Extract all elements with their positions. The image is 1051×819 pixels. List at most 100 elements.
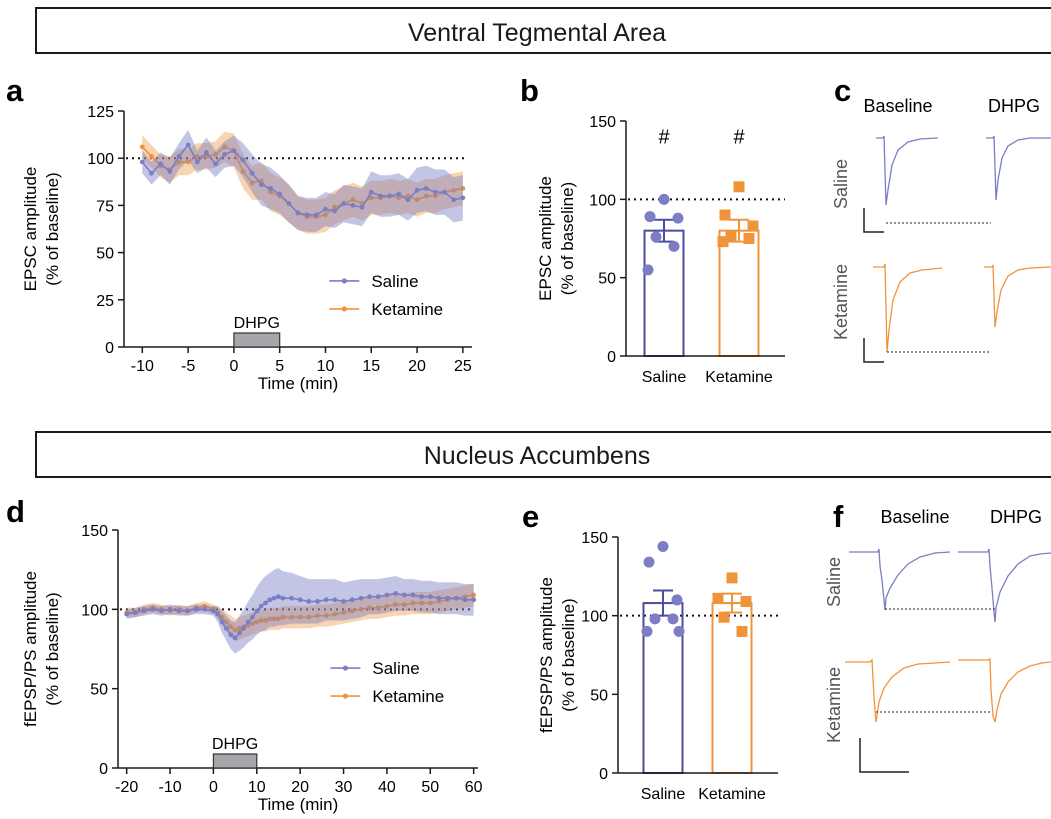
data-point-saline bbox=[167, 606, 173, 612]
data-point-saline bbox=[150, 606, 156, 612]
data-point-saline bbox=[350, 203, 356, 208]
section-title-nac: Nucleus Accumbens bbox=[424, 442, 651, 470]
data-point-ketamine bbox=[268, 189, 273, 195]
data-point-ketamine bbox=[341, 610, 346, 615]
x-tick-label: 0 bbox=[209, 779, 218, 796]
data-point-ketamine bbox=[419, 600, 425, 606]
panel-letter-a: a bbox=[6, 73, 24, 108]
trace-f-ketamine-row-label: Ketamine bbox=[824, 667, 844, 743]
data-point-saline bbox=[204, 150, 209, 155]
data-point-ketamine bbox=[332, 204, 338, 210]
data-point-saline bbox=[280, 595, 286, 601]
data-point-ketamine bbox=[263, 618, 268, 623]
data-point-saline bbox=[349, 597, 355, 603]
x-tick-label: 10 bbox=[248, 779, 266, 796]
data-point-saline bbox=[442, 189, 447, 195]
x-tick-label: 0 bbox=[229, 358, 238, 375]
data-point-saline bbox=[323, 206, 328, 212]
data-point-ketamine bbox=[725, 231, 737, 243]
data-point-saline bbox=[427, 594, 433, 600]
data-point-saline bbox=[215, 611, 221, 617]
x-tick-label: 20 bbox=[408, 358, 426, 375]
data-point-saline bbox=[432, 189, 438, 195]
data-point-ketamine bbox=[271, 616, 277, 622]
data-point-saline bbox=[176, 153, 182, 159]
legend-label-ketamine: Ketamine bbox=[372, 687, 444, 706]
y-tick-label: 100 bbox=[589, 192, 616, 209]
data-point-saline bbox=[268, 186, 273, 191]
y-tick-label: 50 bbox=[590, 687, 608, 704]
data-point-saline bbox=[423, 186, 429, 191]
trace-c-baseline-label: Baseline bbox=[863, 96, 932, 116]
data-point-ketamine bbox=[258, 618, 264, 623]
section-header-vta-box bbox=[35, 7, 1051, 54]
data-point-saline bbox=[276, 594, 281, 600]
data-point-saline bbox=[332, 208, 338, 214]
data-point-ketamine bbox=[350, 197, 356, 203]
data-point-saline bbox=[401, 592, 407, 598]
error-band-saline bbox=[126, 568, 474, 654]
trace-c-ketamine-row-label: Ketamine bbox=[831, 264, 851, 340]
data-point-saline bbox=[671, 594, 683, 606]
data-point-saline bbox=[149, 170, 154, 176]
data-point-ketamine bbox=[323, 212, 328, 218]
data-point-ketamine bbox=[194, 153, 200, 159]
data-point-ketamine bbox=[323, 613, 329, 619]
significance-marker-saline: # bbox=[658, 127, 670, 149]
panel-letter-f: f bbox=[833, 499, 844, 534]
data-point-saline bbox=[249, 170, 255, 176]
data-point-saline bbox=[341, 201, 347, 206]
y-axis-title: fEPSP/PS amplitude bbox=[21, 571, 40, 727]
data-point-ketamine bbox=[743, 233, 755, 244]
data-point-saline bbox=[359, 204, 365, 210]
x-category-label-saline: Saline bbox=[641, 786, 686, 803]
data-point-saline bbox=[387, 193, 392, 199]
legend-marker-ketamine bbox=[342, 693, 348, 699]
data-point-ketamine bbox=[237, 625, 242, 631]
data-point-saline bbox=[158, 161, 164, 167]
data-point-saline bbox=[297, 597, 303, 603]
trace-f-saline-baseline bbox=[849, 548, 951, 611]
data-point-saline bbox=[436, 595, 442, 601]
data-point-saline bbox=[445, 595, 451, 601]
trace-c-saline-scalebar bbox=[863, 208, 884, 233]
data-point-ketamine bbox=[368, 195, 374, 201]
x-tick-label: 50 bbox=[421, 779, 439, 796]
data-point-saline bbox=[643, 556, 655, 568]
data-point-ketamine bbox=[250, 621, 255, 627]
panel-letter-e: e bbox=[522, 499, 539, 534]
y-tick-label: 0 bbox=[607, 349, 616, 366]
y-tick-label: 100 bbox=[81, 602, 108, 619]
data-point-ketamine bbox=[712, 592, 724, 604]
data-point-ketamine bbox=[410, 600, 416, 606]
data-point-saline bbox=[460, 195, 466, 201]
x-tick-label: -10 bbox=[158, 779, 181, 796]
data-point-saline bbox=[167, 169, 173, 174]
legend-label-saline: Saline bbox=[372, 659, 419, 678]
data-point-saline bbox=[141, 608, 147, 614]
data-point-saline bbox=[184, 608, 190, 614]
data-point-saline bbox=[315, 599, 320, 604]
data-point-ketamine bbox=[185, 159, 191, 165]
data-point-ketamine bbox=[375, 605, 381, 611]
data-point-saline bbox=[224, 625, 229, 631]
data-point-saline bbox=[240, 157, 246, 163]
panel-letter-b: b bbox=[520, 73, 539, 108]
trace-f-ketamine-baseline bbox=[845, 658, 951, 723]
data-point-saline bbox=[132, 610, 138, 615]
x-tick-label: -20 bbox=[115, 779, 138, 796]
data-point-saline bbox=[384, 592, 390, 598]
section-header-vta: Ventral Tegmental Area bbox=[35, 7, 1051, 54]
x-category-label-saline: Saline bbox=[642, 369, 687, 386]
trace-c-dhpg-label: DHPG bbox=[988, 96, 1040, 116]
data-point-saline bbox=[649, 613, 661, 625]
data-point-ketamine bbox=[222, 144, 228, 150]
y-axis-title: EPSC amplitude bbox=[21, 167, 40, 292]
y-tick-label: 100 bbox=[581, 609, 608, 626]
data-point-ketamine bbox=[249, 180, 255, 186]
data-point-ketamine bbox=[460, 186, 466, 191]
data-point-ketamine bbox=[224, 619, 229, 625]
x-tick-label: 10 bbox=[317, 358, 335, 375]
